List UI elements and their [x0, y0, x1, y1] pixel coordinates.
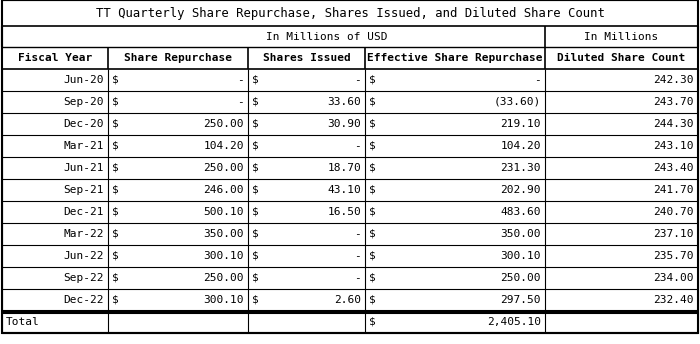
- Text: $: $: [252, 295, 259, 305]
- Text: $: $: [369, 295, 376, 305]
- Text: 33.60: 33.60: [328, 97, 361, 107]
- Text: Total: Total: [6, 317, 40, 327]
- Text: 16.50: 16.50: [328, 207, 361, 217]
- Text: $: $: [369, 251, 376, 261]
- Text: 243.70: 243.70: [654, 97, 694, 107]
- Text: 104.20: 104.20: [500, 141, 541, 151]
- Text: $: $: [369, 163, 376, 173]
- Text: $: $: [252, 251, 259, 261]
- Text: Jun-20: Jun-20: [64, 75, 104, 85]
- Text: 500.10: 500.10: [204, 207, 244, 217]
- Text: 104.20: 104.20: [204, 141, 244, 151]
- Text: $: $: [252, 207, 259, 217]
- Text: $: $: [112, 119, 119, 129]
- Text: $: $: [369, 317, 376, 327]
- Text: 244.30: 244.30: [654, 119, 694, 129]
- Text: 297.50: 297.50: [500, 295, 541, 305]
- Text: 300.10: 300.10: [500, 251, 541, 261]
- Text: $: $: [112, 185, 119, 195]
- Text: 350.00: 350.00: [500, 229, 541, 239]
- Text: 235.70: 235.70: [654, 251, 694, 261]
- Text: 237.10: 237.10: [654, 229, 694, 239]
- Text: 234.00: 234.00: [654, 273, 694, 283]
- Text: 2,405.10: 2,405.10: [487, 317, 541, 327]
- Text: -: -: [354, 251, 361, 261]
- Text: TT Quarterly Share Repurchase, Shares Issued, and Diluted Share Count: TT Quarterly Share Repurchase, Shares Is…: [96, 7, 604, 20]
- Text: -: -: [237, 75, 244, 85]
- Text: Sep-22: Sep-22: [64, 273, 104, 283]
- Text: $: $: [369, 185, 376, 195]
- Text: 250.00: 250.00: [204, 273, 244, 283]
- Text: -: -: [354, 273, 361, 283]
- Text: $: $: [252, 141, 259, 151]
- Text: $: $: [112, 251, 119, 261]
- Text: $: $: [252, 273, 259, 283]
- Text: $: $: [112, 75, 119, 85]
- Text: Dec-21: Dec-21: [64, 207, 104, 217]
- Text: 241.70: 241.70: [654, 185, 694, 195]
- Text: $: $: [112, 97, 119, 107]
- Text: $: $: [112, 295, 119, 305]
- Text: 242.30: 242.30: [654, 75, 694, 85]
- Text: $: $: [252, 97, 259, 107]
- Text: $: $: [112, 207, 119, 217]
- Text: 350.00: 350.00: [204, 229, 244, 239]
- Text: $: $: [369, 207, 376, 217]
- Text: 300.10: 300.10: [204, 295, 244, 305]
- Text: Effective Share Repurchase: Effective Share Repurchase: [368, 53, 542, 63]
- Text: 300.10: 300.10: [204, 251, 244, 261]
- Text: Sep-20: Sep-20: [64, 97, 104, 107]
- Text: 30.90: 30.90: [328, 119, 361, 129]
- Text: 219.10: 219.10: [500, 119, 541, 129]
- Text: In Millions: In Millions: [584, 32, 659, 42]
- Text: $: $: [369, 75, 376, 85]
- Text: 250.00: 250.00: [500, 273, 541, 283]
- Text: 243.10: 243.10: [654, 141, 694, 151]
- Text: 250.00: 250.00: [204, 163, 244, 173]
- Text: (33.60): (33.60): [494, 97, 541, 107]
- Text: 202.90: 202.90: [500, 185, 541, 195]
- Text: 2.60: 2.60: [334, 295, 361, 305]
- Text: -: -: [354, 141, 361, 151]
- Text: Mar-22: Mar-22: [64, 229, 104, 239]
- Text: Share Repurchase: Share Repurchase: [124, 53, 232, 63]
- Text: 232.40: 232.40: [654, 295, 694, 305]
- Text: -: -: [354, 75, 361, 85]
- Text: $: $: [112, 273, 119, 283]
- Text: Dec-22: Dec-22: [64, 295, 104, 305]
- Text: 483.60: 483.60: [500, 207, 541, 217]
- Text: $: $: [252, 185, 259, 195]
- Text: $: $: [252, 75, 259, 85]
- Text: Dec-20: Dec-20: [64, 119, 104, 129]
- Text: In Millions of USD: In Millions of USD: [266, 32, 387, 42]
- Text: Fiscal Year: Fiscal Year: [18, 53, 92, 63]
- Text: 18.70: 18.70: [328, 163, 361, 173]
- Text: $: $: [369, 273, 376, 283]
- Text: $: $: [112, 141, 119, 151]
- Text: Sep-21: Sep-21: [64, 185, 104, 195]
- Text: Diluted Share Count: Diluted Share Count: [557, 53, 685, 63]
- Text: $: $: [112, 163, 119, 173]
- Text: -: -: [534, 75, 541, 85]
- Text: $: $: [252, 119, 259, 129]
- Text: Mar-21: Mar-21: [64, 141, 104, 151]
- Text: -: -: [354, 229, 361, 239]
- Text: $: $: [369, 141, 376, 151]
- Text: $: $: [252, 229, 259, 239]
- Text: $: $: [369, 119, 376, 129]
- Text: 43.10: 43.10: [328, 185, 361, 195]
- Text: 246.00: 246.00: [204, 185, 244, 195]
- Text: Shares Issued: Shares Issued: [262, 53, 351, 63]
- Text: $: $: [252, 163, 259, 173]
- Text: Jun-22: Jun-22: [64, 251, 104, 261]
- Text: 243.40: 243.40: [654, 163, 694, 173]
- Text: $: $: [112, 229, 119, 239]
- Text: $: $: [369, 229, 376, 239]
- Text: 231.30: 231.30: [500, 163, 541, 173]
- Text: -: -: [237, 97, 244, 107]
- Text: 250.00: 250.00: [204, 119, 244, 129]
- Text: $: $: [369, 97, 376, 107]
- Text: Jun-21: Jun-21: [64, 163, 104, 173]
- Text: 240.70: 240.70: [654, 207, 694, 217]
